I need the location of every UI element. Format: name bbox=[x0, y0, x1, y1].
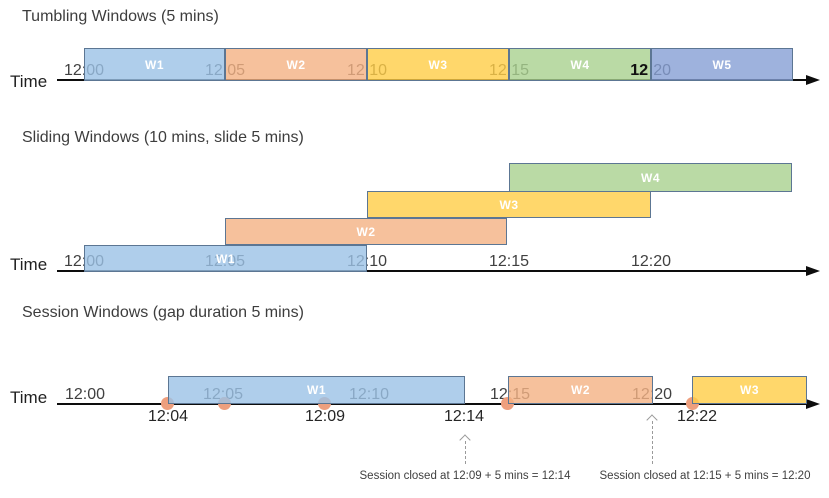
arrow-stem bbox=[651, 421, 653, 464]
time-axis-label: Time bbox=[10, 72, 48, 91]
window-label: W2 bbox=[286, 57, 306, 72]
window-box-w1: W1 bbox=[84, 245, 367, 272]
arrowhead-icon bbox=[646, 414, 658, 426]
session-closed-annotation: Session closed at 12:09 + 5 mins = 12:14 bbox=[359, 470, 571, 482]
arrow-stem bbox=[464, 441, 466, 464]
window-box-w5: W5 bbox=[651, 48, 793, 81]
dashed-up-arrow-icon bbox=[646, 414, 658, 464]
axis-arrowhead-icon bbox=[806, 75, 820, 85]
window-label: W2 bbox=[356, 224, 376, 239]
diagram-title: Sliding Windows (10 mins, slide 5 mins) bbox=[22, 129, 304, 146]
window-label: W4 bbox=[641, 170, 660, 185]
window-box-w1: W1 bbox=[84, 48, 225, 81]
event-time-label: 12:22 bbox=[676, 408, 718, 425]
tick-label: 12:15 bbox=[488, 253, 530, 270]
arrowhead-icon bbox=[459, 434, 471, 446]
window-box-w3: W3 bbox=[692, 376, 807, 404]
axis-arrowhead-icon bbox=[806, 399, 820, 409]
session-closed-annotation: Session closed at 12:15 + 5 mins = 12:20 bbox=[599, 470, 811, 482]
window-box-w2: W2 bbox=[225, 48, 367, 81]
window-box-w1: W1 bbox=[168, 376, 465, 404]
event-time-label: 12:09 bbox=[304, 408, 346, 425]
time-axis-line bbox=[57, 403, 810, 405]
event-time-label: 12:14 bbox=[443, 408, 485, 425]
window-label: W4 bbox=[570, 57, 590, 72]
window-label: W3 bbox=[499, 197, 519, 212]
time-axis-label: Time bbox=[10, 388, 48, 407]
tick-label: 12:00 bbox=[64, 386, 106, 403]
diagram-title: Tumbling Windows (5 mins) bbox=[22, 8, 219, 25]
window-box-w3: W3 bbox=[367, 191, 651, 218]
diagram-title: Session Windows (gap duration 5 mins) bbox=[22, 304, 304, 321]
window-box-w3: W3 bbox=[367, 48, 509, 81]
window-label: W1 bbox=[216, 251, 235, 266]
window-label: W5 bbox=[712, 57, 732, 72]
window-box-w4: W4 bbox=[509, 48, 651, 81]
dashed-up-arrow-icon bbox=[459, 434, 471, 464]
window-box-w4: W4 bbox=[509, 163, 792, 192]
window-label: W1 bbox=[145, 57, 164, 72]
time-axis-label: Time bbox=[10, 255, 48, 274]
time-axis-line bbox=[57, 270, 810, 272]
window-label: W3 bbox=[740, 383, 759, 397]
tick-label: 12:20 bbox=[630, 253, 672, 270]
event-time-label: 12:04 bbox=[147, 408, 189, 425]
axis-arrowhead-icon bbox=[806, 266, 820, 276]
window-box-w2: W2 bbox=[225, 218, 507, 245]
window-label: W2 bbox=[571, 383, 590, 397]
window-box-w2: W2 bbox=[508, 376, 653, 404]
emphasized-tick-hours: 12 bbox=[630, 62, 648, 79]
window-label: W3 bbox=[428, 57, 448, 72]
window-label: W1 bbox=[307, 383, 326, 397]
